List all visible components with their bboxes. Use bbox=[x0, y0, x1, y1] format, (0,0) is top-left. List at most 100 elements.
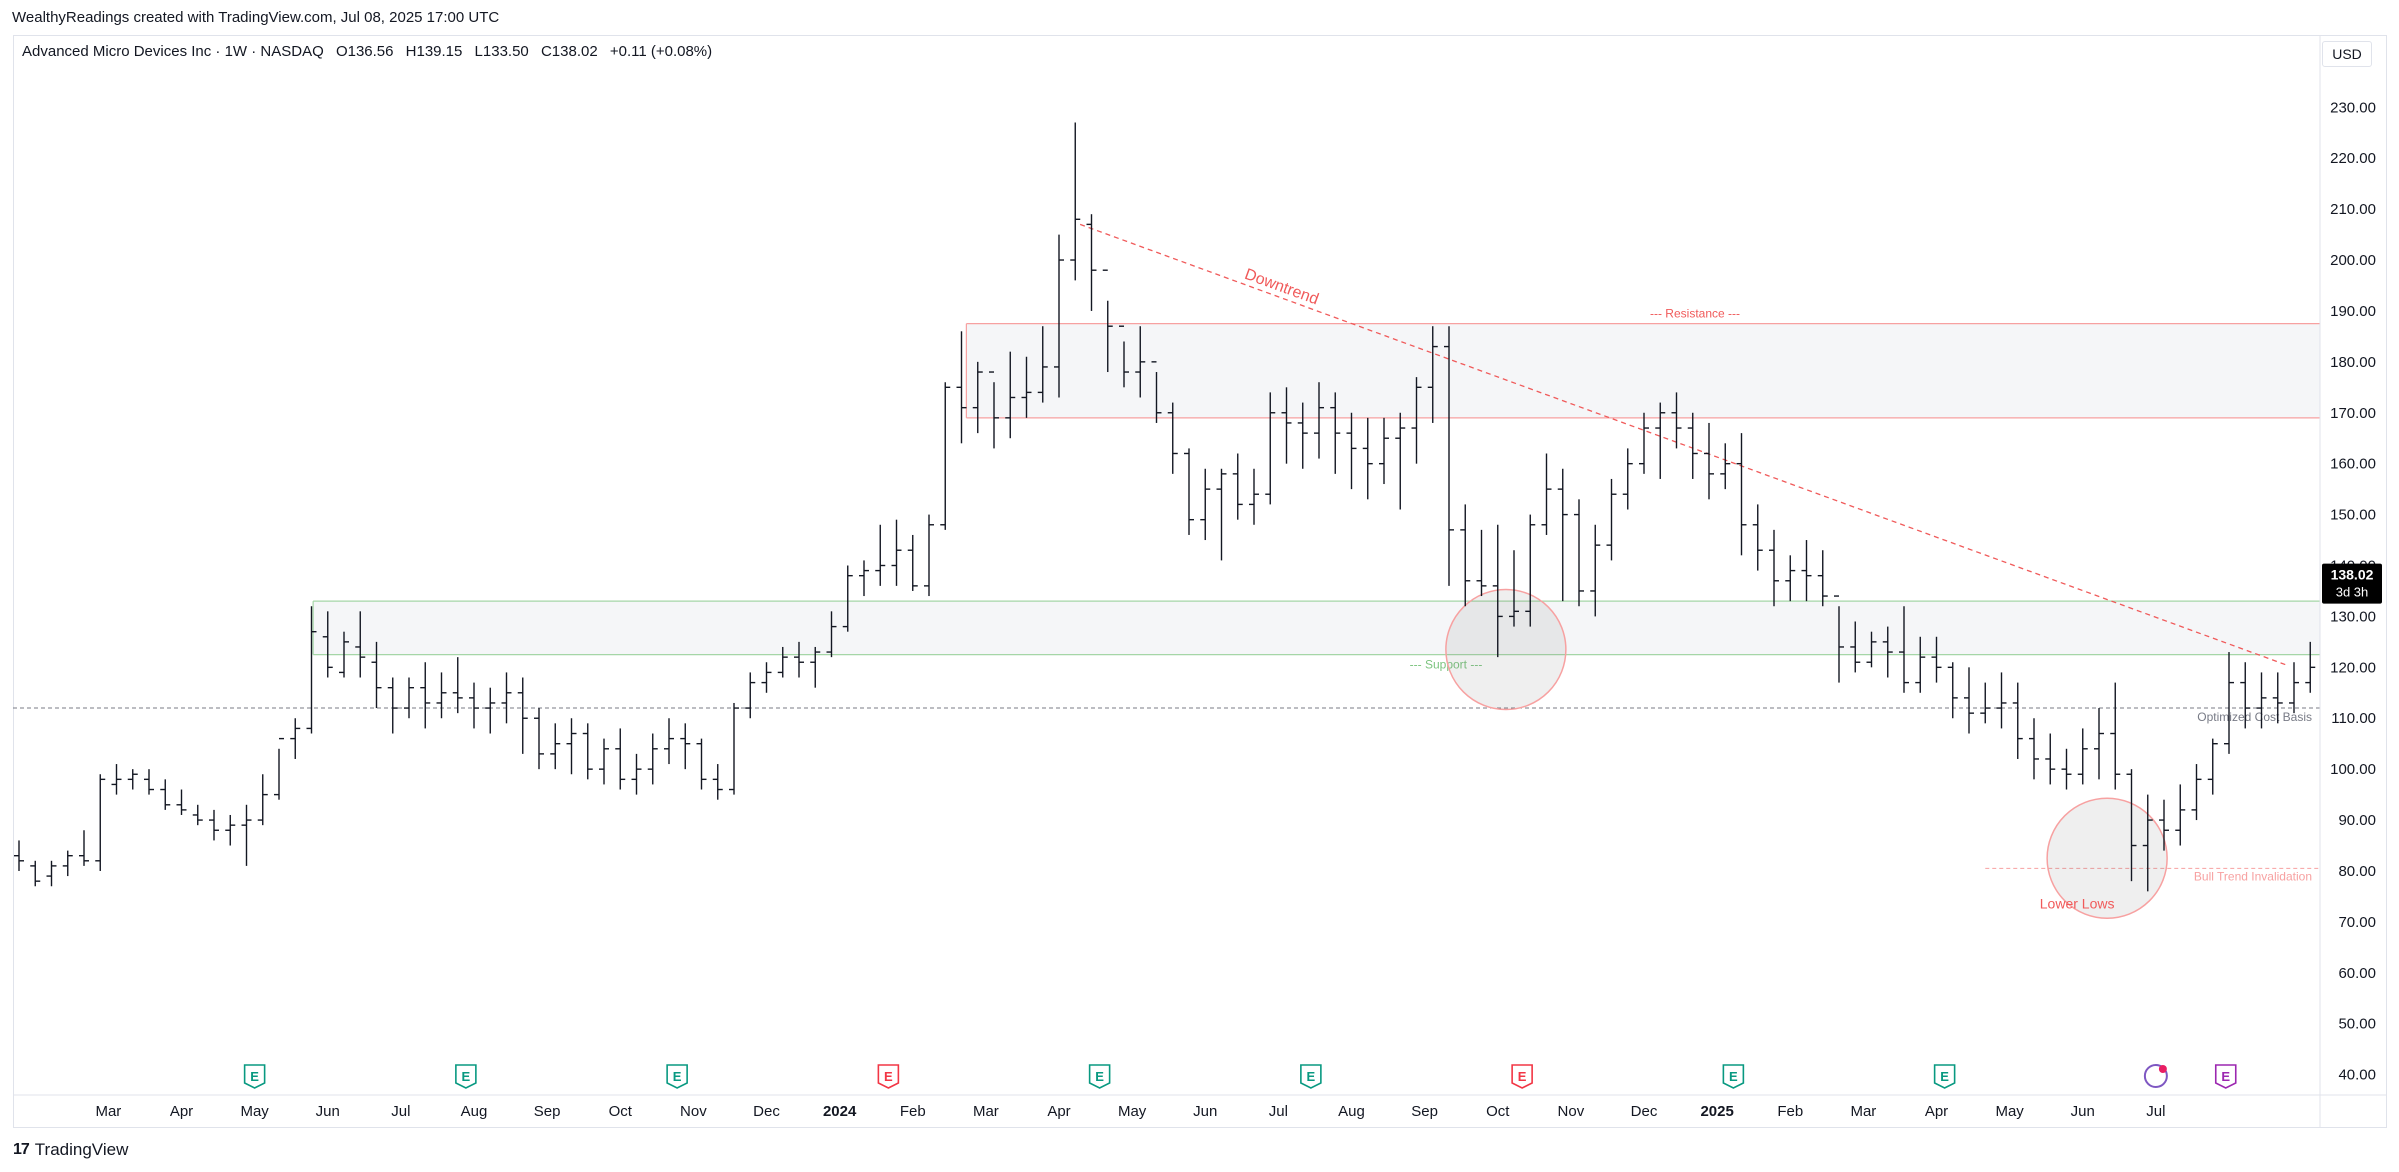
earnings-marker[interactable]: E bbox=[2214, 1064, 2237, 1089]
ohlc-bar bbox=[2305, 641, 2316, 693]
ohlc-bar bbox=[160, 779, 171, 810]
earnings-marker-icon bbox=[243, 1064, 266, 1089]
plot-area: --- Resistance --- --- Support --- Optimiz… bbox=[13, 122, 2320, 920]
ohlc-bar bbox=[924, 514, 934, 597]
x-tick-label: Feb bbox=[1777, 1103, 1803, 1120]
ohlc-bar bbox=[1021, 356, 1032, 418]
chart-frame bbox=[13, 35, 2387, 1128]
ohlc-bar bbox=[1915, 636, 1926, 693]
y-tick-label: 40.00 bbox=[2338, 1067, 2376, 1084]
ohlc-bar bbox=[1557, 468, 1568, 602]
x-tick-label: Jun bbox=[2071, 1103, 2095, 1120]
ohlc-bar bbox=[2061, 748, 2072, 790]
dividend-marker-icon bbox=[2143, 1064, 2168, 1088]
ohlc-bar bbox=[1054, 234, 1064, 398]
y-tick-label: 80.00 bbox=[2338, 863, 2376, 880]
ohlc-bar bbox=[729, 702, 739, 795]
ohlc-bar bbox=[1834, 595, 1844, 683]
y-tick-label: 210.00 bbox=[2330, 201, 2376, 218]
ohlc-bar bbox=[2207, 738, 2218, 795]
ohlc-bar bbox=[1476, 529, 1487, 597]
tradingview-brand[interactable]: 17 TradingView bbox=[13, 1140, 128, 1160]
earnings-marker[interactable]: E bbox=[243, 1064, 266, 1089]
x-tick-label: Oct bbox=[1486, 1103, 1510, 1120]
ohlc-bar bbox=[1850, 621, 1861, 673]
ohlc-bar bbox=[2256, 672, 2267, 729]
ohlc-bar bbox=[501, 672, 512, 724]
ohlc-bar bbox=[452, 657, 463, 714]
x-tick-label: Apr bbox=[170, 1103, 193, 1120]
ohlc-bar bbox=[241, 804, 252, 866]
ohlc-bar bbox=[1752, 504, 1763, 571]
ohlc-bar bbox=[842, 565, 853, 632]
y-tick-label: 130.00 bbox=[2330, 608, 2376, 625]
ohlc-bar bbox=[2272, 672, 2283, 724]
earnings-marker[interactable]: E bbox=[455, 1064, 477, 1089]
x-tick-label: Jul bbox=[391, 1103, 410, 1120]
x-tick-label: Aug bbox=[461, 1103, 488, 1120]
currency-button[interactable]: USD bbox=[2322, 41, 2372, 67]
ohlc-bar bbox=[1249, 468, 1259, 525]
ohlc-bar bbox=[745, 672, 756, 719]
ohlc-bar bbox=[907, 534, 918, 591]
ohlc-bar bbox=[2045, 733, 2056, 785]
ohlc-bar bbox=[615, 728, 626, 790]
ohlc-bar bbox=[1525, 514, 1536, 627]
x-tick-label: Sep bbox=[1411, 1103, 1438, 1120]
ohlc-bar bbox=[1232, 453, 1243, 520]
earnings-marker[interactable]: E bbox=[1722, 1064, 1745, 1089]
ohlc-bar bbox=[1704, 422, 1714, 500]
ohlc-bar bbox=[859, 560, 869, 597]
ohlc-bar bbox=[1590, 524, 1601, 617]
ohlc-bar bbox=[209, 809, 219, 841]
ohlc-bar bbox=[810, 646, 821, 688]
legend-symbol: Advanced Micro Devices Inc · 1W · NASDAQ bbox=[22, 43, 324, 60]
ohlc-bar bbox=[1655, 402, 1666, 479]
y-tick-label: 150.00 bbox=[2330, 507, 2376, 524]
support-zone bbox=[313, 601, 2320, 655]
y-tick-label: 120.00 bbox=[2330, 659, 2376, 676]
ohlc-bar bbox=[1005, 351, 1016, 439]
ohlc-bar bbox=[1720, 443, 1731, 490]
earnings-marker-icon bbox=[1933, 1064, 1956, 1089]
ohlc-bar bbox=[1509, 550, 1519, 627]
legend-open: O136.56 bbox=[335, 43, 394, 60]
support-circle bbox=[1445, 588, 1567, 711]
y-tick-label: 50.00 bbox=[2338, 1016, 2376, 1033]
earnings-marker[interactable]: E bbox=[1933, 1064, 1956, 1089]
downtrend-label: Downtrend bbox=[1242, 266, 1321, 309]
ohlc-bar bbox=[30, 860, 41, 887]
ohlc-bar bbox=[647, 733, 658, 785]
earnings-marker[interactable]: E bbox=[1088, 1064, 1111, 1089]
x-tick-label: Mar bbox=[1850, 1103, 1876, 1120]
ohlc-bar bbox=[62, 850, 73, 877]
earnings-marker[interactable]: E bbox=[877, 1064, 900, 1089]
ohlc-bar bbox=[46, 860, 57, 887]
earnings-marker[interactable]: E bbox=[1511, 1064, 1533, 1089]
ohlc-bar bbox=[940, 382, 951, 530]
earnings-marker[interactable] bbox=[2143, 1064, 2168, 1088]
ohlc-bar bbox=[144, 769, 154, 795]
earnings-marker-icon bbox=[1300, 1064, 1322, 1089]
ohlc-bar bbox=[794, 641, 804, 678]
earnings-marker-icon bbox=[1511, 1064, 1533, 1089]
optimized-cost-basis-label: Optimized Cost Basis bbox=[2197, 710, 2312, 724]
earnings-marker[interactable]: E bbox=[666, 1064, 688, 1089]
ohlc-bar bbox=[1964, 667, 1974, 734]
tradingview-logo-icon: 17 bbox=[13, 1141, 30, 1158]
ohlc-bar bbox=[2110, 682, 2121, 790]
ohlc-bar bbox=[761, 662, 772, 693]
earnings-marker-label: E bbox=[1095, 1069, 1104, 1084]
ohlc-bar bbox=[2094, 708, 2104, 780]
ohlc-bar bbox=[306, 606, 317, 734]
ohlc-bar bbox=[664, 718, 674, 765]
earnings-marker-label: E bbox=[462, 1069, 471, 1084]
resistance-zone bbox=[966, 323, 2320, 418]
ohlc-bar bbox=[891, 519, 902, 586]
resistance-label: --- Resistance --- bbox=[1650, 307, 1740, 321]
ohlc-bar bbox=[1866, 631, 1877, 668]
ohlc-bar bbox=[1947, 662, 1958, 719]
earnings-marker[interactable]: E bbox=[1300, 1064, 1322, 1089]
ohlc-bar bbox=[1899, 606, 1909, 693]
